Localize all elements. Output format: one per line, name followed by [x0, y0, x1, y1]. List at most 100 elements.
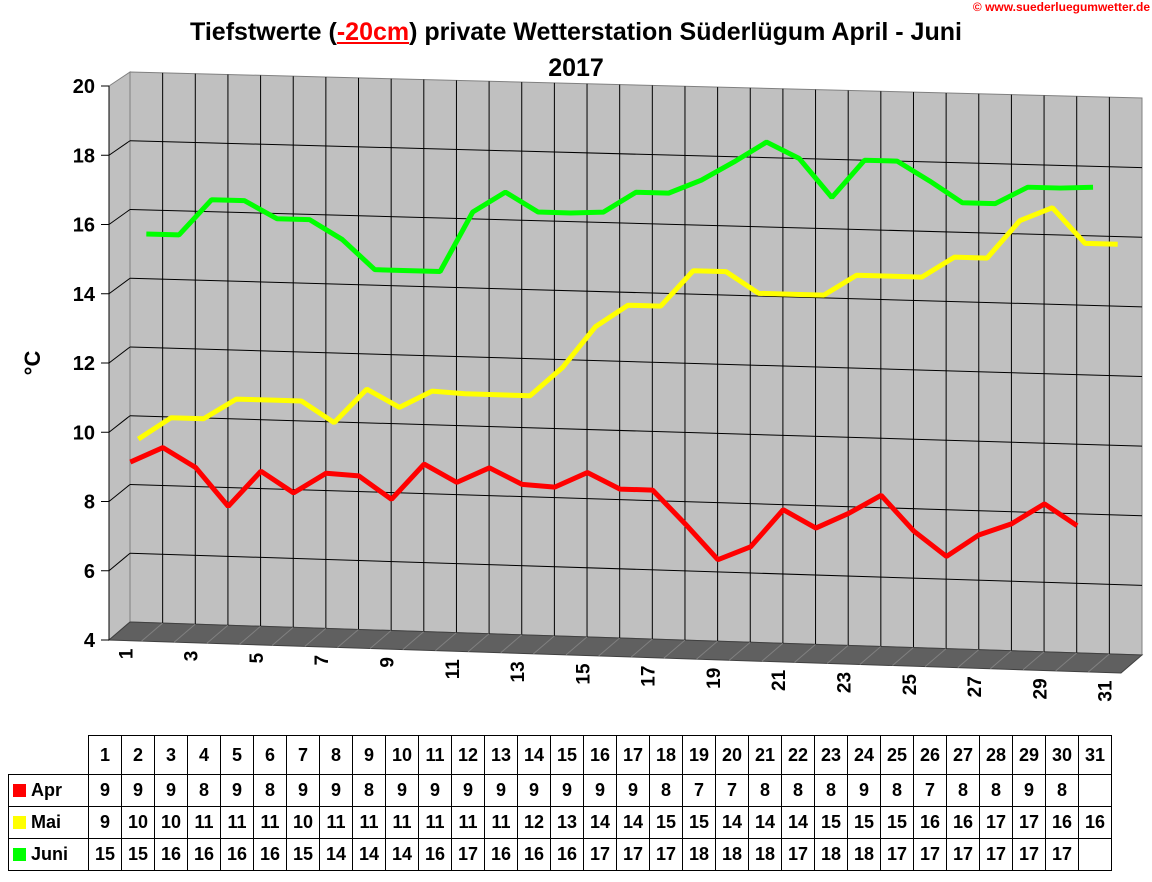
- table-cell: 9: [385, 774, 419, 807]
- table-header-day: 29: [1012, 735, 1046, 775]
- table-cell: 15: [121, 838, 155, 871]
- x-tick-label: 13: [508, 661, 529, 682]
- table-cell: 15: [814, 806, 848, 839]
- table-cell: 16: [220, 838, 254, 871]
- table-cell: 9: [517, 774, 551, 807]
- table-cell: 9: [319, 774, 353, 807]
- title-part: ) private Wetterstation Süderlügum April…: [409, 18, 962, 46]
- y-tick-label: 4: [84, 630, 96, 652]
- table-cell: 9: [154, 774, 188, 807]
- table-header-day: 8: [319, 735, 353, 775]
- copyright-link[interactable]: © www.suederluegumwetter.de: [972, 0, 1150, 14]
- table-cell: 8: [187, 774, 221, 807]
- x-tick-label: 7: [312, 655, 333, 666]
- data-table: 1 2 3 4 5 6 7 8 9 10 11 12 13 14 15 16 17 18 19 20 21 22 23 24 2…: [8, 735, 1112, 871]
- x-tick-label: 15: [573, 663, 594, 685]
- table-cell: 9: [418, 774, 452, 807]
- table-cell: 18: [814, 838, 848, 871]
- floor-grid-line: [206, 624, 229, 644]
- table-header-day: 31: [1078, 735, 1112, 775]
- floor-grid-line: [304, 628, 327, 647]
- table-cell: 9: [121, 774, 155, 807]
- table-corner: [8, 735, 89, 775]
- row-label: Mai: [8, 806, 89, 839]
- side-grid-line: [108, 552, 131, 572]
- table-cell: 9: [220, 774, 254, 807]
- table-cell: 17: [1045, 838, 1079, 871]
- table-cell: 9: [1012, 774, 1046, 807]
- table-cell: 14: [583, 806, 617, 839]
- x-tick-label: 1: [116, 648, 137, 659]
- legend-swatch: [13, 848, 26, 861]
- floor-grid-line: [141, 622, 163, 642]
- floor-grid-line: [467, 633, 490, 653]
- legend-swatch: [13, 816, 26, 829]
- y-tick-label: 10: [73, 422, 95, 444]
- x-tick-label: 17: [639, 666, 660, 687]
- table-header-day: 4: [187, 735, 221, 775]
- table-cell: 16: [946, 806, 980, 839]
- x-tick-label: 5: [247, 652, 268, 663]
- y-tick-label: 20: [73, 76, 95, 98]
- table-cell: 7: [682, 774, 716, 807]
- table-header-day: 10: [385, 735, 419, 775]
- x-tick-label: 3: [182, 651, 203, 662]
- table-cell: 14: [748, 806, 782, 839]
- row-label: Apr: [8, 774, 89, 807]
- table-header-day: 3: [154, 735, 188, 775]
- table-cell: 16: [550, 838, 584, 871]
- table-cell: 11: [385, 806, 419, 839]
- y-tick-label: 12: [73, 353, 95, 375]
- floor-grid-line: [826, 645, 849, 664]
- row-label: Juni: [8, 838, 89, 871]
- table-row: Apr 9 9 9 8 9 8 9 9 8 9 9 9 9 9 9 9 9 8 7 7 8 8 8 9 8 7 8 8 9 8: [8, 774, 1112, 807]
- table-cell: 16: [418, 838, 452, 871]
- table-cell: 15: [682, 806, 716, 839]
- floor-grid-line: [500, 634, 523, 654]
- floor-grid-line: [1055, 652, 1078, 672]
- table-header-day: 9: [352, 735, 386, 775]
- table-cell: 18: [847, 838, 881, 871]
- title-depth-highlight: -20cm: [336, 18, 410, 46]
- series-name: Juni: [31, 844, 69, 864]
- table-cell: 8: [352, 774, 386, 807]
- table-header-day: 6: [253, 735, 287, 775]
- floor-grid-line: [728, 641, 751, 661]
- table-header-day: 20: [715, 735, 749, 775]
- table-cell: 17: [583, 838, 617, 871]
- chart-title: Tiefstwerte (-20cm) private Wetterstatio…: [0, 18, 1152, 47]
- table-header-day: 15: [550, 735, 584, 775]
- grid-line-horizontal: [129, 552, 1143, 586]
- table-cell: [1078, 838, 1112, 871]
- table-cell: 17: [979, 806, 1013, 839]
- side-grid-line: [108, 484, 131, 502]
- y-tick-label: 14: [73, 284, 96, 306]
- table-header-day: 24: [847, 735, 881, 775]
- table-header-day: 17: [616, 735, 650, 775]
- table-cell: 10: [286, 806, 320, 839]
- table-cell: 9: [583, 774, 617, 807]
- table-cell: 10: [121, 806, 155, 839]
- floor-grid-line: [239, 625, 261, 645]
- table-cell: 15: [286, 838, 320, 871]
- y-axis-label: °C: [20, 351, 45, 376]
- table-cell: 12: [517, 806, 551, 839]
- floor-grid-line: [173, 623, 196, 643]
- floor-grid-line: [533, 635, 555, 655]
- table-row: Juni 15 15 16 16 16 16 15 14 14 14 16 17 16 16 16 17 17 17…: [8, 838, 1112, 871]
- table-cell: 14: [616, 806, 650, 839]
- table-cell: 11: [319, 806, 353, 839]
- table-cell: 8: [814, 774, 848, 807]
- floor-grid-line: [271, 626, 294, 646]
- table-cell: 11: [220, 806, 254, 839]
- series-line-juni: [146, 139, 1094, 274]
- floor-grid-line: [435, 632, 457, 652]
- side-grid-line: [108, 346, 131, 364]
- table-cell: 17: [1012, 838, 1046, 871]
- table-cell: 7: [913, 774, 947, 807]
- table-cell: 16: [187, 838, 221, 871]
- table-cell: 18: [682, 838, 716, 871]
- side-wall: [108, 71, 131, 642]
- floor-grid-line: [369, 630, 392, 649]
